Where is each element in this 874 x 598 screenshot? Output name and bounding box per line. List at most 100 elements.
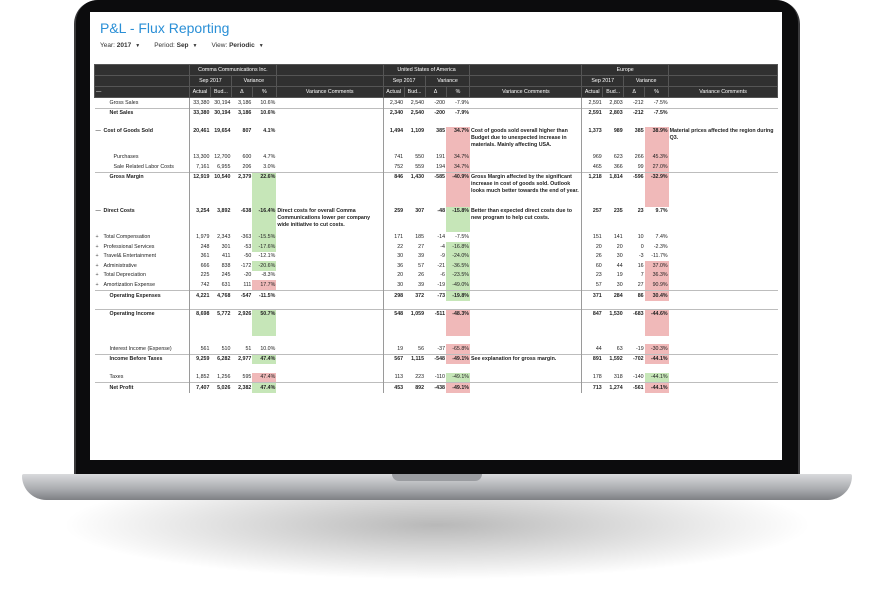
- variance-comment-cell[interactable]: [470, 242, 582, 252]
- expand-toggle[interactable]: +: [95, 253, 99, 260]
- variance-comment-cell[interactable]: [276, 344, 383, 354]
- variance-comment-cell[interactable]: [668, 290, 778, 301]
- variance-comment-cell[interactable]: [669, 162, 778, 172]
- variance-comment-cell[interactable]: [669, 373, 778, 383]
- delta-cell: 206: [242, 163, 252, 170]
- comments-column-header[interactable]: Variance Comments: [469, 86, 583, 98]
- variance-comment-cell[interactable]: [470, 344, 582, 354]
- variance-comment-cell[interactable]: Better than expected direct costs due to…: [470, 207, 572, 221]
- variance-comment-cell[interactable]: [276, 162, 383, 172]
- variance-comment-cell[interactable]: [669, 207, 778, 233]
- entity-header: United States of America: [382, 64, 471, 76]
- variance-comment-cell[interactable]: [669, 153, 778, 163]
- pct-cell: 4.1%: [263, 127, 276, 134]
- variance-comment-cell[interactable]: [276, 290, 384, 301]
- actual-column-header[interactable]: Actual: [188, 86, 211, 98]
- comments-column-header[interactable]: Variance Comments: [275, 86, 384, 98]
- delta-cell: -548: [425, 353, 447, 365]
- budget-cell: 6,955: [217, 163, 231, 170]
- pct-column-header[interactable]: %: [644, 86, 670, 98]
- variance-comment-cell[interactable]: [470, 280, 582, 290]
- variance-comment-cell[interactable]: [469, 382, 582, 394]
- variance-comment-cell[interactable]: [668, 171, 778, 207]
- variance-comment-cell[interactable]: See explanation for gross margin.: [469, 353, 582, 365]
- variance-comment-cell[interactable]: [276, 107, 384, 119]
- variance-comment-cell[interactable]: [668, 107, 778, 119]
- expand-toggle[interactable]: +: [95, 281, 99, 288]
- collapse-toggle[interactable]: —: [95, 127, 101, 134]
- pct-cell: -44.1%: [644, 372, 669, 383]
- variance-comment-cell[interactable]: [669, 271, 778, 281]
- delta-cell: 2,382: [231, 382, 253, 394]
- pct-column-header[interactable]: %: [445, 86, 471, 98]
- view-filter[interactable]: View: Periodic ▼: [211, 42, 263, 49]
- variance-comment-cell[interactable]: [669, 232, 778, 242]
- actual-column-header[interactable]: Actual: [581, 86, 604, 98]
- expand-toggle[interactable]: +: [95, 233, 99, 240]
- expand-toggle[interactable]: +: [95, 272, 99, 279]
- budget-column-header[interactable]: Bud...: [602, 86, 625, 98]
- variance-comment-cell[interactable]: [469, 290, 582, 301]
- variance-comment-cell[interactable]: Gross Margin affected by the significant…: [469, 171, 582, 207]
- variance-comment-cell[interactable]: [470, 261, 582, 271]
- actual-column-header[interactable]: Actual: [382, 86, 405, 98]
- variance-comment-cell[interactable]: [669, 261, 778, 271]
- collapse-all-toggle[interactable]: —: [94, 86, 190, 98]
- row-label: Amortization Expense: [103, 281, 156, 288]
- variance-comment-cell[interactable]: [470, 252, 582, 262]
- variance-comment-cell[interactable]: [669, 344, 778, 354]
- variance-comment-cell[interactable]: [276, 242, 383, 252]
- variance-comment-cell[interactable]: [470, 153, 582, 163]
- pct-cell: -15.5%: [252, 232, 277, 243]
- variance-comment-cell[interactable]: [276, 280, 383, 290]
- comments-column-header[interactable]: Variance Comments: [668, 86, 778, 98]
- variance-comment-cell[interactable]: [669, 280, 778, 290]
- variance-comment-cell[interactable]: [276, 353, 384, 365]
- variance-comment-cell[interactable]: [669, 242, 778, 252]
- budget-column-header[interactable]: Bud...: [403, 86, 426, 98]
- expand-toggle[interactable]: +: [95, 243, 99, 250]
- variance-comment-cell[interactable]: [470, 271, 582, 281]
- variance-comment-cell[interactable]: [470, 232, 582, 242]
- variance-comment-cell[interactable]: [276, 171, 384, 207]
- variance-comment-cell[interactable]: [668, 309, 778, 336]
- delta-column-header[interactable]: Δ: [230, 86, 253, 98]
- variance-comment-cell[interactable]: [669, 252, 778, 262]
- variance-comment-cell[interactable]: Direct costs for overall Comma Communica…: [277, 207, 371, 228]
- actual-cell: 225: [188, 270, 211, 281]
- variance-comment-cell[interactable]: [276, 153, 383, 163]
- variance-comment-cell[interactable]: [469, 309, 582, 336]
- actual-cell: 12,919: [188, 171, 211, 207]
- expand-toggle[interactable]: +: [95, 262, 99, 269]
- variance-comment-cell[interactable]: [469, 107, 582, 119]
- variance-comment-cell[interactable]: [276, 373, 383, 383]
- actual-cell: 2,340: [382, 107, 405, 119]
- collapse-toggle[interactable]: —: [95, 207, 101, 214]
- delta-cell: -172: [240, 262, 252, 269]
- variance-comment-cell[interactable]: [669, 98, 778, 109]
- delta-column-header[interactable]: Δ: [424, 86, 447, 98]
- variance-comment-cell[interactable]: [470, 98, 582, 109]
- pct-cell: -36.5%: [446, 261, 470, 271]
- variance-comment-cell[interactable]: [470, 373, 582, 383]
- variance-comment-cell[interactable]: [668, 353, 778, 365]
- period-filter[interactable]: Period: Sep ▼: [154, 42, 197, 49]
- delta-cell: 10: [637, 233, 644, 240]
- delta-column-header[interactable]: Δ: [623, 86, 646, 98]
- variance-comment-cell[interactable]: [276, 271, 383, 281]
- variance-comment-cell[interactable]: [668, 382, 778, 394]
- variance-comment-cell[interactable]: [276, 309, 384, 336]
- pct-column-header[interactable]: %: [251, 86, 277, 98]
- variance-comment-cell[interactable]: [276, 232, 383, 242]
- year-filter[interactable]: Year: 2017 ▼: [100, 42, 140, 49]
- pct-cell: 50.7%: [252, 309, 277, 336]
- variance-comment-cell[interactable]: [470, 162, 582, 172]
- variance-comment-cell[interactable]: Material prices affected the region duri…: [669, 127, 774, 141]
- variance-comment-cell[interactable]: [276, 382, 384, 394]
- budget-column-header[interactable]: Bud...: [209, 86, 232, 98]
- variance-comment-cell[interactable]: Cost of goods sold overall higher than B…: [470, 127, 568, 148]
- variance-comment-cell[interactable]: [276, 252, 383, 262]
- variance-comment-cell[interactable]: [276, 98, 383, 109]
- variance-comment-cell[interactable]: [276, 261, 383, 271]
- variance-comment-cell[interactable]: [276, 127, 383, 153]
